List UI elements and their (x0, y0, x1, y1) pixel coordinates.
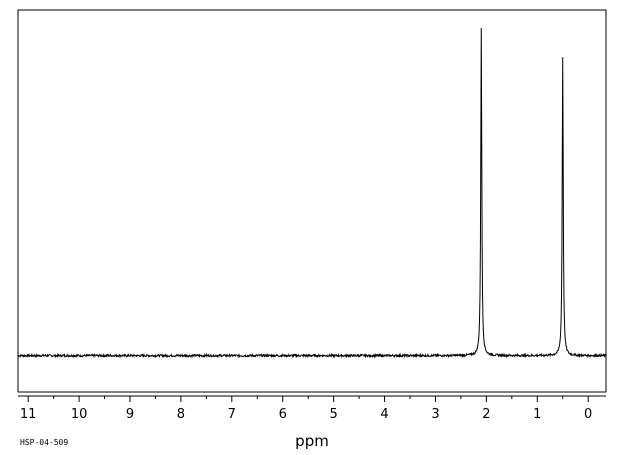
x-tick-label: 11 (20, 407, 37, 422)
spectrum-series-line (17, 27, 607, 359)
x-tick-label: 3 (431, 407, 439, 422)
x-axis-tick-labels: 11 10 9 8 7 6 5 4 3 2 1 0 (20, 407, 592, 422)
x-axis-ticks (18, 395, 606, 402)
x-tick-label: 2 (482, 407, 490, 422)
x-tick-label: 7 (228, 407, 236, 422)
x-axis-title: ppm (295, 432, 329, 450)
x-tick-label: 8 (177, 407, 185, 422)
x-tick-label: 5 (329, 407, 337, 422)
x-tick-label: 10 (71, 407, 88, 422)
x-tick-label: 6 (279, 407, 287, 422)
x-tick-label: 0 (584, 407, 592, 422)
x-tick-label: 1 (533, 407, 541, 422)
x-tick-label: 9 (126, 407, 134, 422)
spectrum-code-label: HSP-04-509 (20, 438, 68, 447)
x-tick-label: 4 (380, 407, 388, 422)
plot-frame (17, 9, 607, 393)
